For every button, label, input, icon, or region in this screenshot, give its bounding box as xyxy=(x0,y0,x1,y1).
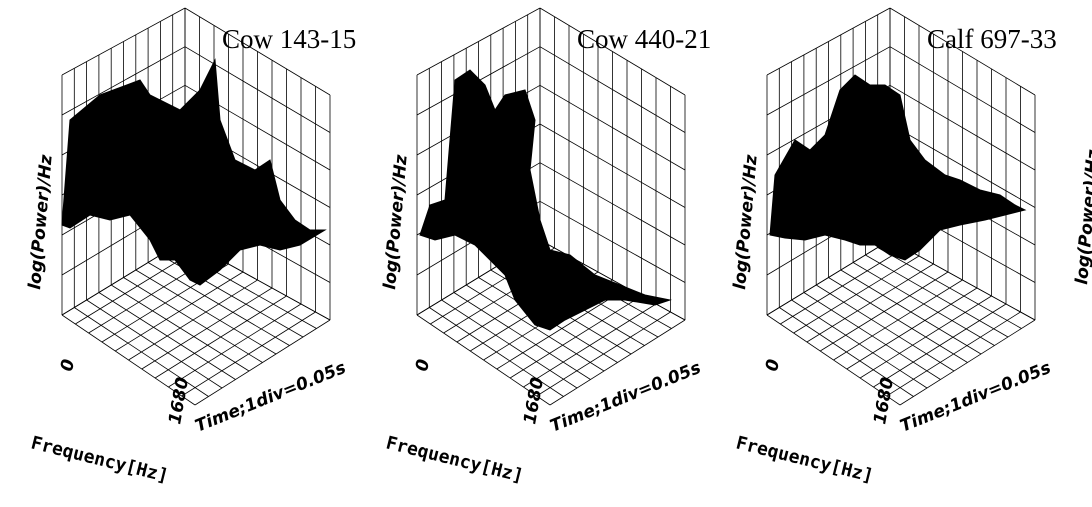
grid-line xyxy=(833,279,963,361)
grid-line xyxy=(147,262,290,346)
grid-line xyxy=(889,46,1036,133)
grid-line xyxy=(539,7,686,96)
panel-title: Cow 440-21 xyxy=(577,24,711,54)
grid-line xyxy=(135,269,277,355)
grid-line xyxy=(539,84,686,171)
grid-line xyxy=(859,295,992,379)
grid-line xyxy=(539,46,686,133)
grid-line xyxy=(184,46,331,133)
y-axis-label: log(Power)/Hz xyxy=(380,154,412,291)
y-axis-label-right: log(Power)/Hz xyxy=(1072,149,1092,286)
grid-line xyxy=(899,319,1036,406)
surface xyxy=(419,69,672,331)
grid-line xyxy=(889,84,1036,171)
freq-max: 1680 xyxy=(165,376,193,426)
grid-line xyxy=(128,279,258,361)
grid-line xyxy=(539,200,686,283)
panel-title: Calf 697-33 xyxy=(927,24,1057,54)
grid-line xyxy=(536,311,671,397)
y-axis-label: log(Power)/Hz xyxy=(25,154,57,291)
panel: Cow 143-15 log(Power)/Hz 0 1680 Time;1div=0.… xyxy=(25,7,356,487)
grid-line xyxy=(61,7,186,76)
grid-line xyxy=(766,7,891,76)
grid-line xyxy=(889,7,1036,96)
grid-line xyxy=(61,46,186,116)
panel: Calf 697-33 log(Power)/Hz 0 1680 Time;1div=0… xyxy=(730,7,1092,487)
y-axis-label: log(Power)/Hz xyxy=(730,154,762,291)
grid-line xyxy=(852,262,995,346)
grid-line xyxy=(549,319,686,406)
grid-line xyxy=(194,319,331,406)
grid-line xyxy=(539,162,686,246)
grid-line xyxy=(181,311,316,397)
panel: Cow 440-21 log(Power)/Hz 0 1680 Time;1div=0.… xyxy=(380,7,711,487)
freq-zero: 0 xyxy=(412,358,434,373)
grid-line xyxy=(539,123,686,208)
freq-zero: 0 xyxy=(57,358,79,373)
grid-line xyxy=(889,123,1036,208)
grid-line xyxy=(886,311,1021,397)
grid-line xyxy=(168,303,302,388)
grid-line xyxy=(766,46,891,116)
grid-line xyxy=(873,303,1007,388)
grid-line xyxy=(846,287,978,370)
grid-line xyxy=(184,7,331,96)
grid-line xyxy=(877,247,1022,329)
grid-line xyxy=(523,303,657,388)
x-axis-label: Frequency[Hz] xyxy=(384,432,526,486)
grid-line xyxy=(840,269,982,355)
grid-line xyxy=(141,287,273,370)
grid-line xyxy=(416,7,541,76)
grid-line xyxy=(865,254,1009,338)
grid-line xyxy=(509,295,642,379)
grid-line xyxy=(496,287,628,370)
surface xyxy=(769,74,1027,261)
freq-zero: 0 xyxy=(762,358,784,373)
freq-max: 1680 xyxy=(520,376,548,426)
time-label: Time;1div=0.05s xyxy=(897,358,1053,437)
x-axis-label: Frequency[Hz] xyxy=(734,432,876,486)
x-axis-label: Frequency[Hz] xyxy=(29,432,171,486)
grid-line xyxy=(154,295,287,379)
time-label: Time;1div=0.05s xyxy=(192,358,348,437)
freq-max: 1680 xyxy=(870,376,898,426)
panel-title: Cow 143-15 xyxy=(222,24,356,54)
time-label: Time;1div=0.05s xyxy=(547,358,703,437)
surface xyxy=(61,58,327,286)
